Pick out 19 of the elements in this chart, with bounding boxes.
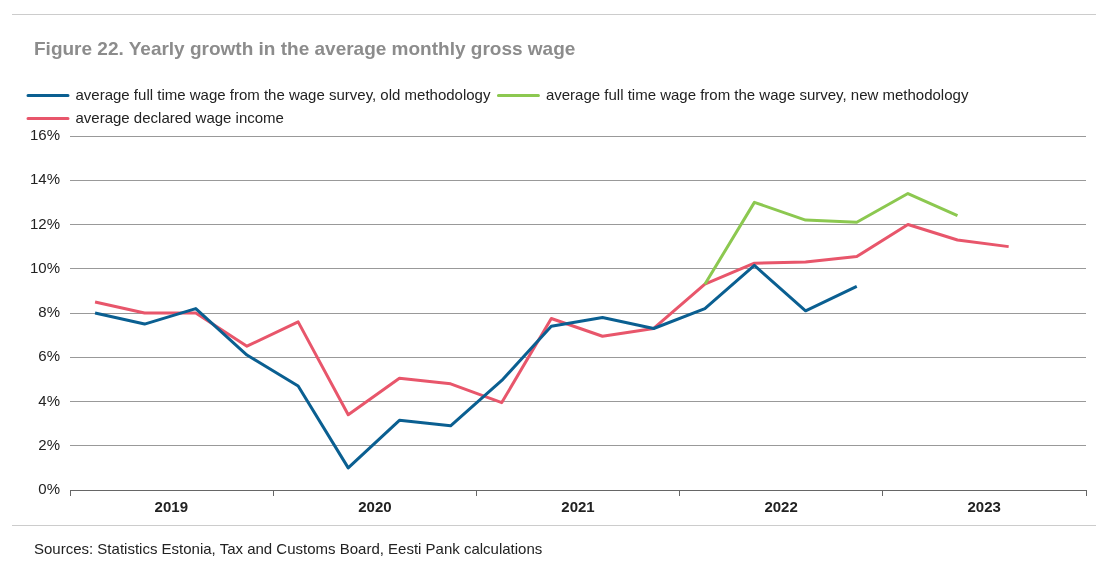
y-tick-label: 2% <box>38 435 61 453</box>
y-tick-label: 12% <box>29 214 61 232</box>
y-tick-label: 0% <box>38 480 61 498</box>
legend-label: average full time wage from the wage survey, old methodology <box>75 85 491 103</box>
y-tick-label: 6% <box>38 347 61 365</box>
y-tick-label: 8% <box>38 303 61 321</box>
x-tick-label: 2021 <box>561 498 595 516</box>
y-tick-label: 10% <box>29 258 61 276</box>
y-tick-label: 4% <box>38 391 61 409</box>
x-tick-label: 2020 <box>358 498 392 516</box>
source-note: Sources: Statistics Estonia, Tax and Customs Board, Eesti Pank calculations <box>34 540 543 557</box>
y-tick-label: 14% <box>29 170 61 188</box>
y-tick-label: 16% <box>29 126 61 144</box>
legend-label: average full time wage from the wage survey, new methodology <box>545 85 969 103</box>
chart-title: Figure 22. Yearly growth in the average monthly gross wage <box>34 38 576 60</box>
x-tick-label: 2023 <box>967 498 1001 516</box>
x-tick-label: 2019 <box>154 498 188 516</box>
legend-label: average declared wage income <box>75 108 284 126</box>
x-tick-label: 2022 <box>764 498 798 516</box>
